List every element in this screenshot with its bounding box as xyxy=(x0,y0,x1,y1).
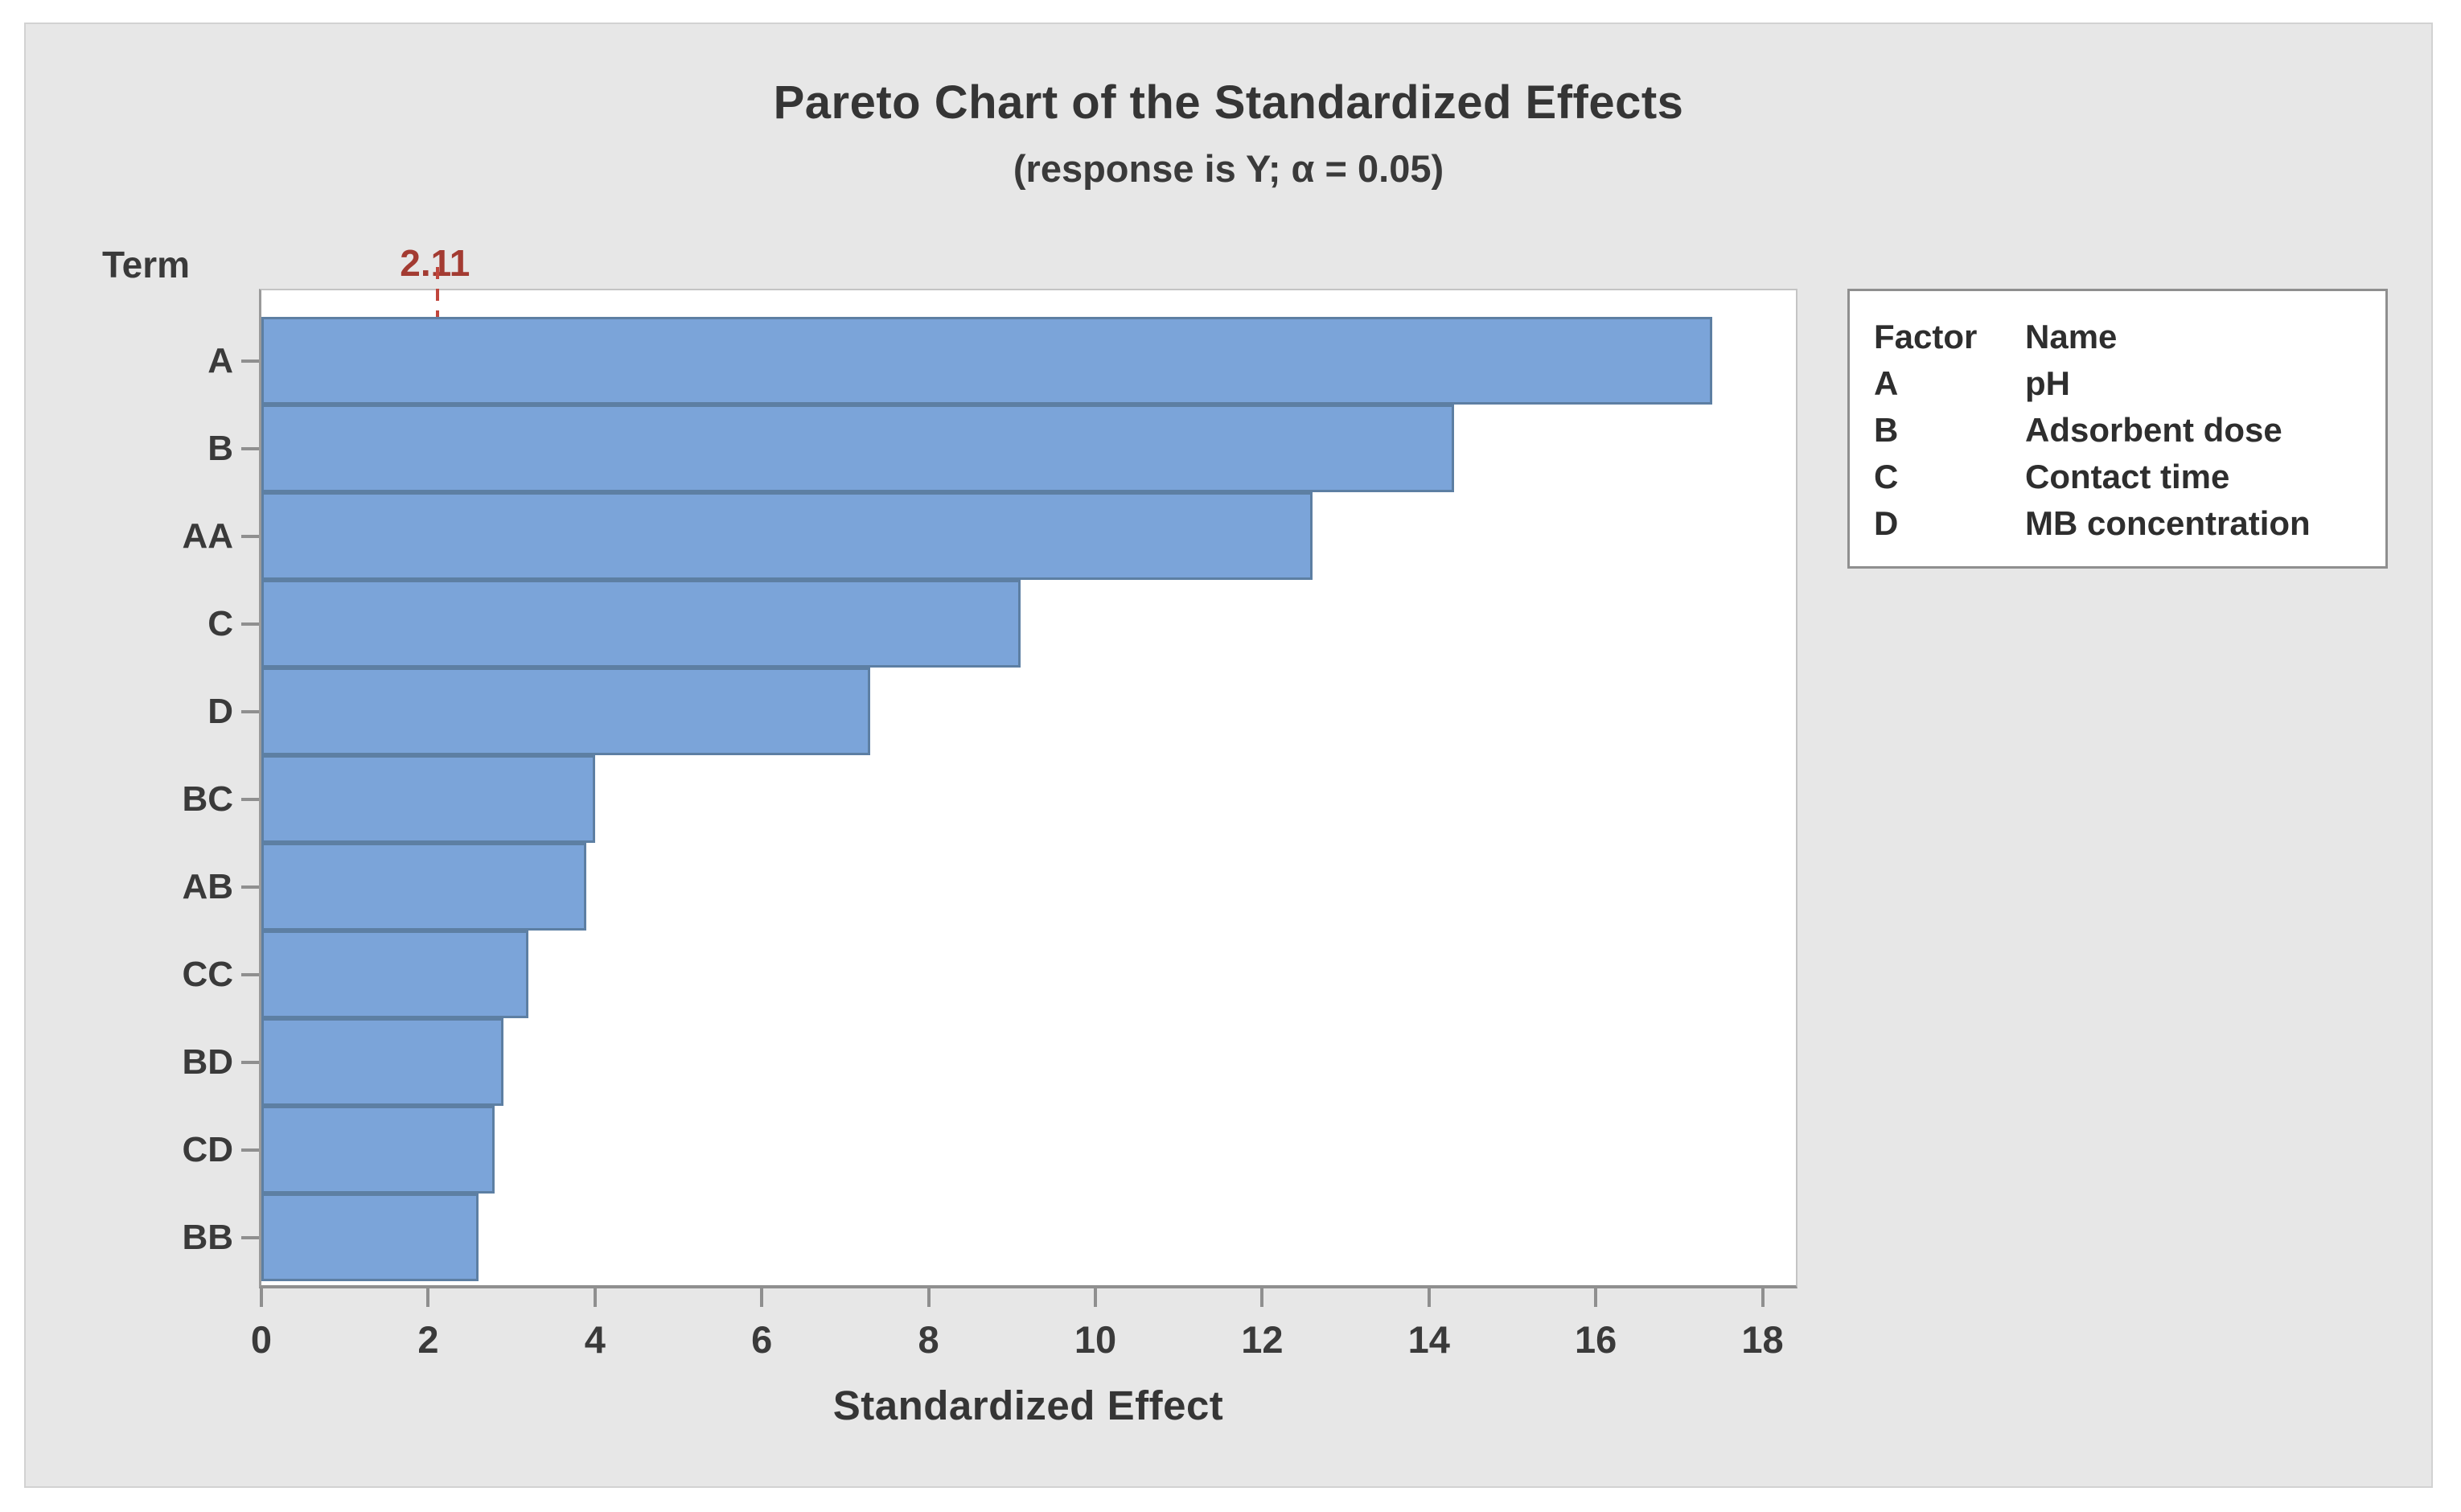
x-tick-10 xyxy=(1093,1287,1097,1307)
category-label-D: D xyxy=(207,691,233,731)
x-tick-label-12: 12 xyxy=(1241,1318,1284,1361)
reference-line-value-label: 2.11 xyxy=(400,242,470,284)
y-tick-CC xyxy=(241,972,259,976)
bar-CD xyxy=(261,1106,495,1194)
legend-factor-cell: D xyxy=(1874,504,1899,542)
category-label-BD: BD xyxy=(182,1042,233,1082)
x-tick-6 xyxy=(760,1287,764,1307)
y-tick-AA xyxy=(241,534,259,538)
y-tick-B xyxy=(241,446,259,450)
bar-B xyxy=(261,405,1454,492)
chart-title: Pareto Chart of the Standardized Effects xyxy=(773,76,1684,129)
plot-area: A B AA C D BC AB CC BD CD BB 0 2 4 6 8 10 12 14 16 18 xyxy=(182,267,1797,1361)
bar-BB xyxy=(261,1194,479,1281)
x-tick-18 xyxy=(1760,1287,1765,1307)
y-tick-BB xyxy=(241,1235,259,1239)
category-label-BB: BB xyxy=(182,1217,233,1257)
x-tick-label-18: 18 xyxy=(1741,1318,1784,1361)
chart-subtitle: (response is Y; α = 0.05) xyxy=(1013,147,1444,190)
x-tick-2 xyxy=(426,1287,430,1307)
y-tick-BC xyxy=(241,797,259,801)
legend-name-cell: Adsorbent dose xyxy=(2025,411,2282,449)
bar-C xyxy=(261,580,1021,668)
chart-figure: Pareto Chart of the Standardized Effects… xyxy=(24,23,2433,1488)
bar-BC xyxy=(261,755,595,843)
bar-D xyxy=(261,668,870,755)
bar-AB xyxy=(261,843,586,931)
x-axis-title: Standardized Effect xyxy=(832,1383,1224,1428)
legend-factor-cell: C xyxy=(1874,458,1899,495)
category-label-CC: CC xyxy=(182,954,233,994)
x-tick-label-10: 10 xyxy=(1074,1318,1117,1361)
category-label-C: C xyxy=(207,603,233,643)
category-label-B: B xyxy=(207,428,233,468)
legend-row-D: D MB concentration xyxy=(1874,500,2385,547)
x-tick-label-0: 0 xyxy=(250,1318,273,1361)
legend-header-factor: Factor xyxy=(1874,318,1978,355)
legend-factor-cell: A xyxy=(1874,364,1899,402)
y-tick-A xyxy=(241,359,259,363)
legend-factor-cell: B xyxy=(1874,411,1899,449)
category-label-A: A xyxy=(207,340,233,380)
x-tick-label-16: 16 xyxy=(1574,1318,1617,1361)
y-tick-C xyxy=(241,622,259,626)
category-label-CD: CD xyxy=(182,1129,233,1169)
x-tick-14 xyxy=(1427,1287,1431,1307)
category-label-AA: AA xyxy=(182,516,233,556)
legend-row-B: B Adsorbent dose xyxy=(1874,407,2385,454)
y-tick-AB xyxy=(241,885,259,889)
y-tick-D xyxy=(241,709,259,713)
bar-CC xyxy=(261,931,528,1018)
y-tick-CD xyxy=(241,1148,259,1152)
bar-AA xyxy=(261,492,1313,580)
x-tick-0 xyxy=(260,1287,263,1307)
legend-row-C: C Contact time xyxy=(1874,454,2385,500)
x-tick-16 xyxy=(1594,1287,1598,1307)
y-axis-title: Term xyxy=(102,244,191,286)
x-tick-label-2: 2 xyxy=(417,1318,439,1361)
legend-header-row: Factor Name xyxy=(1874,314,2385,360)
x-tick-12 xyxy=(1260,1287,1264,1307)
legend-header-name: Name xyxy=(2025,318,2118,355)
legend-name-cell: pH xyxy=(2025,364,2070,402)
x-tick-label-8: 8 xyxy=(918,1318,939,1361)
category-label-BC: BC xyxy=(182,779,233,819)
legend-name-cell: MB concentration xyxy=(2025,504,2311,542)
x-tick-4 xyxy=(593,1287,597,1307)
x-tick-8 xyxy=(926,1287,931,1307)
bar-BD xyxy=(261,1018,503,1106)
y-tick-BD xyxy=(241,1060,259,1064)
legend-name-cell: Contact time xyxy=(2025,458,2230,495)
x-tick-label-4: 4 xyxy=(584,1318,606,1361)
x-tick-label-6: 6 xyxy=(751,1318,773,1361)
bar-A xyxy=(261,317,1712,405)
category-label-AB: AB xyxy=(182,866,233,906)
x-tick-label-14: 14 xyxy=(1407,1318,1450,1361)
